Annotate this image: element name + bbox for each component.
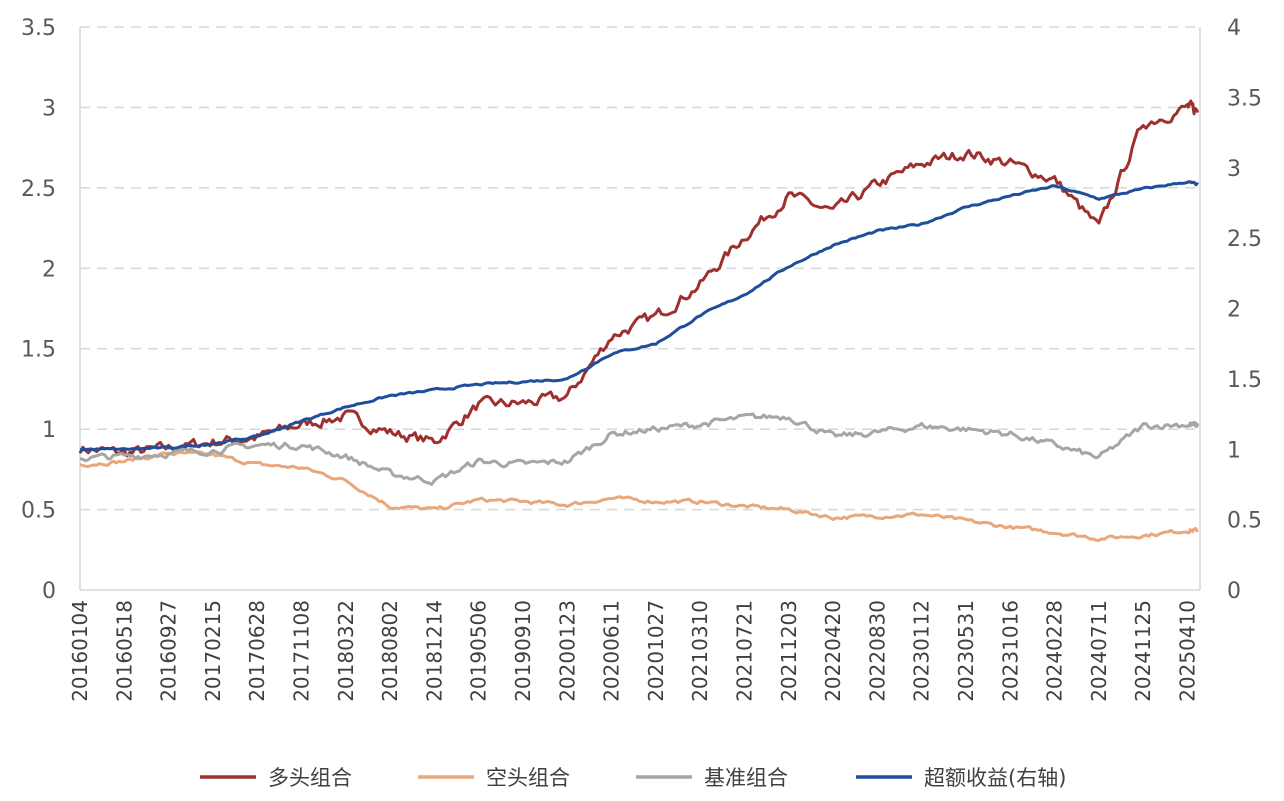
legend-label: 超额收益(右轴) [924, 766, 1066, 790]
left-y-tick-label: 1 [42, 418, 56, 443]
left-y-tick-label: 1.5 [21, 338, 56, 363]
x-tick-label: 20171108 [290, 600, 314, 702]
left-y-tick-label: 0 [42, 579, 56, 604]
x-tick-label: 20210310 [688, 600, 712, 702]
x-tick-label: 20160104 [68, 600, 92, 702]
x-tick-label: 20170215 [201, 600, 225, 702]
legend: 多头组合 空头组合 基准组合 超额收益(右轴) [200, 766, 1066, 790]
legend-item-0: 多头组合 [200, 766, 352, 790]
x-axis: 20160104 20160518 20160927 20170215 20170628… [68, 589, 1200, 702]
right-y-tick-label: 3 [1227, 157, 1241, 182]
legend-label: 空头组合 [486, 766, 570, 790]
x-tick-label: 20190910 [511, 600, 535, 702]
x-tick-label: 20220420 [821, 600, 845, 702]
left-y-tick-label: 0.5 [21, 499, 56, 524]
x-tick-label: 20230112 [910, 600, 934, 702]
x-tick-label: 20241125 [1131, 600, 1155, 702]
x-tick-label: 20200123 [555, 600, 579, 702]
x-tick-label: 20231016 [998, 600, 1022, 702]
x-tick-label: 20180322 [334, 600, 358, 702]
x-tick-label: 20200611 [600, 600, 624, 702]
series-line-3 [79, 180, 1200, 452]
right-y-tick-label: 4 [1227, 16, 1241, 41]
legend-item-2: 基准组合 [636, 766, 788, 790]
legend-item-3: 超额收益(右轴) [856, 766, 1066, 790]
x-tick-label: 20190506 [467, 600, 491, 702]
series-line-2 [79, 412, 1200, 486]
right-y-tick-label: 3.5 [1227, 86, 1262, 111]
x-tick-label: 20201027 [644, 600, 668, 702]
left-y-tick-label: 2.5 [21, 177, 56, 202]
series-layer [78, 99, 1200, 542]
x-tick-label: 20240711 [1087, 600, 1111, 702]
left-y-axis: 0 0.5 1 1.5 2 2.5 3 3.5 [21, 16, 81, 604]
left-y-tick-label: 3 [42, 96, 56, 121]
right-y-tick-label: 1 [1227, 438, 1241, 463]
x-tick-label: 20220830 [865, 600, 889, 702]
x-tick-label: 20180802 [378, 600, 402, 702]
x-tick-label: 20250410 [1176, 600, 1200, 702]
left-y-tick-label: 2 [42, 257, 56, 282]
x-tick-label: 20210721 [733, 600, 757, 702]
x-tick-label: 20170628 [245, 600, 269, 702]
right-y-tick-label: 0 [1227, 579, 1241, 604]
right-y-axis: 0 0.5 1 1.5 2 2.5 3 3.5 4 [1199, 16, 1262, 604]
legend-label: 多头组合 [268, 766, 352, 790]
legend-item-1: 空头组合 [418, 766, 570, 790]
right-y-tick-label: 1.5 [1227, 368, 1262, 393]
x-tick-label: 20160518 [112, 600, 136, 702]
x-tick-label: 20240228 [1043, 600, 1067, 702]
x-tick-label: 20211203 [777, 600, 801, 702]
x-tick-label: 20230531 [954, 600, 978, 702]
right-y-tick-label: 0.5 [1227, 509, 1262, 534]
x-tick-label: 20181214 [422, 600, 446, 702]
right-y-tick-label: 2 [1227, 298, 1241, 323]
right-y-tick-label: 2.5 [1227, 227, 1262, 252]
legend-label: 基准组合 [704, 766, 788, 790]
x-tick-label: 20160927 [157, 600, 181, 702]
series-line-0 [78, 99, 1200, 458]
left-y-tick-label: 3.5 [21, 16, 56, 41]
series-line-1 [79, 450, 1199, 542]
